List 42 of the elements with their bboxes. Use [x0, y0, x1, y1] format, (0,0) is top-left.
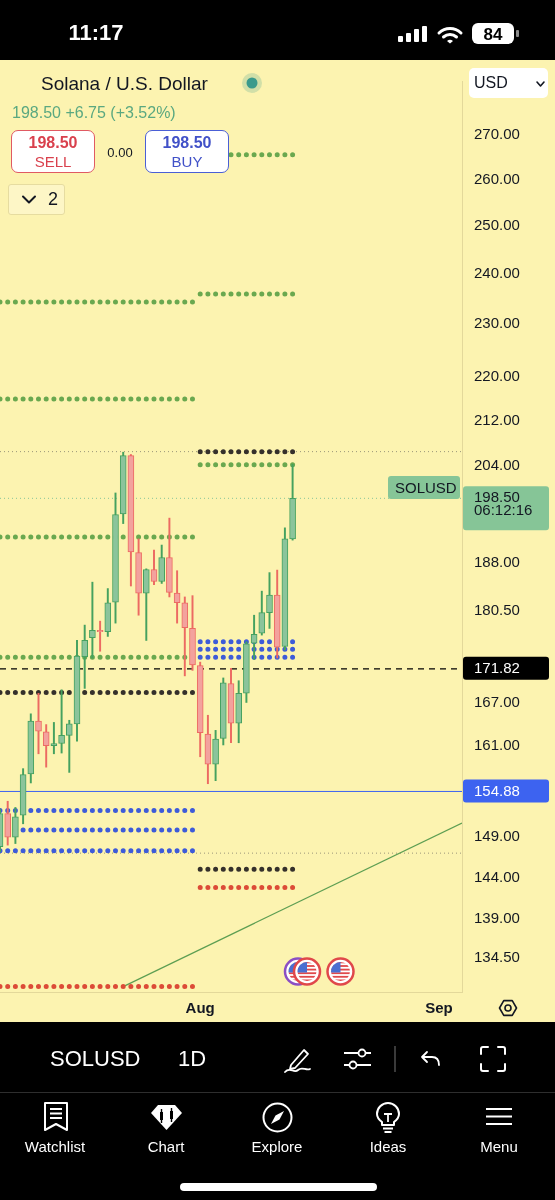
- annotation: BUY: [171, 152, 203, 170]
- text: Watchlist: [24, 1137, 86, 1155]
- chart-title: Solana / U.S. Dollar: [41, 72, 208, 94]
- text: Ideas: [369, 1137, 407, 1155]
- text: Explore: [251, 1137, 303, 1155]
- y-tick-label: 149.00: [474, 827, 520, 845]
- text: 1D: [178, 1046, 207, 1071]
- ref-line-label: 198.50: [474, 488, 520, 506]
- annotation: SOLUSD: [395, 478, 457, 496]
- text: Menu: [480, 1137, 518, 1155]
- y-tick-label: 188.00: [474, 552, 520, 570]
- y-tick-label: 250.00: [474, 215, 520, 233]
- text: SOLUSD: [50, 1046, 141, 1071]
- ref-line-label: 154.88: [474, 781, 520, 799]
- annotation: SELL: [34, 152, 72, 170]
- y-tick-label: 161.00: [474, 735, 520, 753]
- ref-line-label: 171.82: [474, 658, 520, 676]
- y-tick-label: 144.00: [474, 867, 520, 885]
- annotation: 198.50: [28, 134, 78, 151]
- x-tick-label: Aug: [185, 999, 215, 1017]
- y-tick-label: 270.00: [474, 125, 520, 143]
- y-tick-label: 220.00: [474, 366, 520, 384]
- y-tick-label: 204.00: [474, 456, 520, 474]
- y-tick-label: 212.00: [474, 410, 520, 428]
- y-tick-label: 240.00: [474, 264, 520, 282]
- annotation: 198.50: [162, 134, 212, 151]
- annotation: 2: [47, 189, 59, 209]
- text: 11:17: [68, 20, 124, 45]
- text: 84: [483, 24, 503, 44]
- y-tick-label: 139.00: [474, 909, 520, 927]
- y-tick-label: 167.00: [474, 692, 520, 710]
- text: USD: [474, 74, 508, 91]
- candlestick: [89, 581, 96, 659]
- text: 198.50 +6.75 (+3.52%): [12, 104, 176, 121]
- y-tick-label: 134.50: [474, 948, 520, 966]
- text: Chart: [147, 1137, 185, 1155]
- x-tick-label: Sep: [425, 999, 453, 1017]
- annotation: 0.00: [107, 144, 133, 160]
- y-tick-label: 180.50: [474, 600, 520, 618]
- y-tick-label: 230.00: [474, 314, 520, 332]
- y-tick-label: 260.00: [474, 169, 520, 187]
- candlestick: [50, 722, 58, 755]
